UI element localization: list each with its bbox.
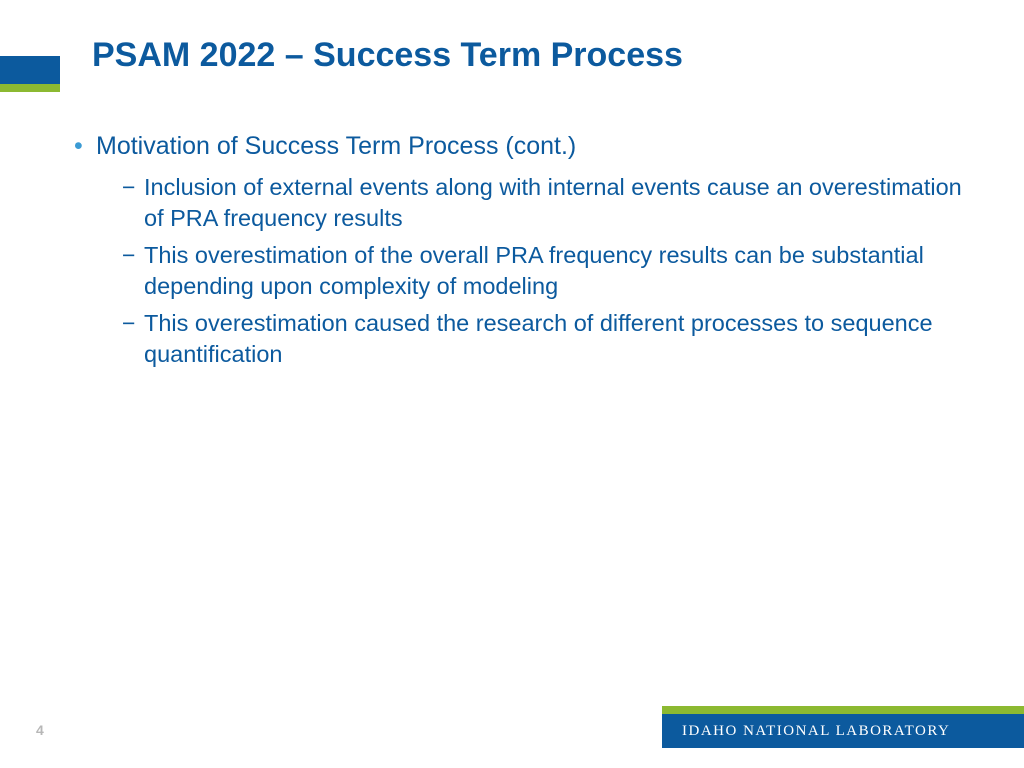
- footer-brand: IDAHO NATIONAL LABORATORY: [662, 706, 1024, 748]
- page-number: 4: [36, 722, 44, 738]
- title-blue-bar: [0, 56, 60, 84]
- footer-green-strip: [662, 706, 1024, 714]
- footer-label: IDAHO NATIONAL LABORATORY: [682, 723, 950, 740]
- bullet-lvl2-item: This overestimation of the overall PRA f…: [122, 240, 964, 302]
- bullet-lvl1: Motivation of Success Term Process (cont…: [74, 130, 964, 164]
- bullet-lvl2-list: Inclusion of external events along with …: [122, 172, 964, 370]
- title-green-bar: [0, 84, 60, 92]
- bullet-lvl2-item: This overestimation caused the research …: [122, 308, 964, 370]
- content-area: Motivation of Success Term Process (cont…: [74, 130, 964, 376]
- bullet-lvl1-text: Motivation of Success Term Process (cont…: [96, 132, 576, 160]
- footer-blue-strip: IDAHO NATIONAL LABORATORY: [662, 714, 1024, 748]
- bullet-lvl2-item: Inclusion of external events along with …: [122, 172, 964, 234]
- slide-title: PSAM 2022 – Success Term Process: [92, 36, 683, 75]
- title-accent-block: [0, 56, 60, 92]
